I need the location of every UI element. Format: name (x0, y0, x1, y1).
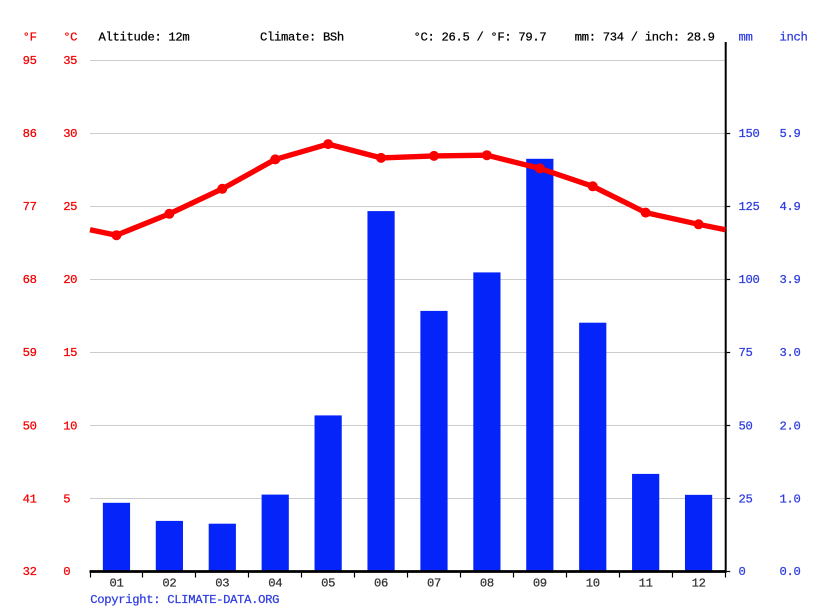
svg-text:32: 32 (23, 565, 37, 579)
svg-text:06: 06 (374, 577, 388, 591)
svg-text:125: 125 (739, 200, 760, 214)
svg-text:68: 68 (23, 273, 37, 287)
svg-text:03: 03 (215, 577, 229, 591)
svg-text:inch: inch (780, 31, 808, 45)
svg-text:Climate: BSh: Climate: BSh (260, 31, 344, 45)
svg-text:3.0: 3.0 (780, 346, 801, 360)
svg-text:1.0: 1.0 (780, 492, 801, 506)
svg-text:75: 75 (739, 346, 753, 360)
svg-text:11: 11 (639, 577, 653, 591)
svg-text:mm: 734 / inch: 28.9: mm: 734 / inch: 28.9 (575, 31, 715, 45)
svg-text:4.9: 4.9 (780, 200, 801, 214)
svg-text:15: 15 (63, 346, 77, 360)
svg-text:5: 5 (63, 492, 70, 506)
svg-text:3.9: 3.9 (780, 273, 801, 287)
svg-text:25: 25 (63, 200, 77, 214)
svg-text:77: 77 (23, 200, 37, 214)
svg-text:25: 25 (739, 492, 753, 506)
svg-text:20: 20 (63, 273, 77, 287)
svg-text:59: 59 (23, 346, 37, 360)
svg-text:86: 86 (23, 127, 37, 141)
svg-text:50: 50 (23, 419, 37, 433)
svg-text:30: 30 (63, 127, 77, 141)
svg-text:150: 150 (739, 127, 760, 141)
svg-text:12: 12 (692, 577, 706, 591)
svg-text:mm: mm (739, 31, 753, 45)
svg-text:50: 50 (739, 419, 753, 433)
svg-text:05: 05 (321, 577, 335, 591)
svg-text:35: 35 (63, 54, 77, 68)
svg-text:100: 100 (739, 273, 760, 287)
svg-text:5.9: 5.9 (780, 127, 801, 141)
svg-text:41: 41 (23, 492, 37, 506)
svg-text:02: 02 (162, 577, 176, 591)
svg-text:Altitude: 12m: Altitude: 12m (99, 31, 190, 45)
svg-text:10: 10 (586, 577, 600, 591)
svg-text:2.0: 2.0 (780, 419, 801, 433)
svg-text:°C: 26.5 / °F: 79.7: °C: 26.5 / °F: 79.7 (414, 31, 547, 45)
svg-text:09: 09 (533, 577, 547, 591)
svg-text:0.0: 0.0 (780, 565, 801, 579)
svg-text:01: 01 (109, 577, 123, 591)
svg-text:0: 0 (63, 565, 70, 579)
svg-text:95: 95 (23, 54, 37, 68)
svg-text:0: 0 (739, 565, 746, 579)
svg-text:08: 08 (480, 577, 494, 591)
svg-text:04: 04 (268, 577, 282, 591)
svg-text:°C: °C (63, 31, 77, 45)
svg-text:°F: °F (23, 31, 37, 45)
svg-text:10: 10 (63, 419, 77, 433)
svg-text:Copyright: CLIMATE-DATA.ORG: Copyright: CLIMATE-DATA.ORG (90, 593, 279, 607)
svg-text:07: 07 (427, 577, 441, 591)
